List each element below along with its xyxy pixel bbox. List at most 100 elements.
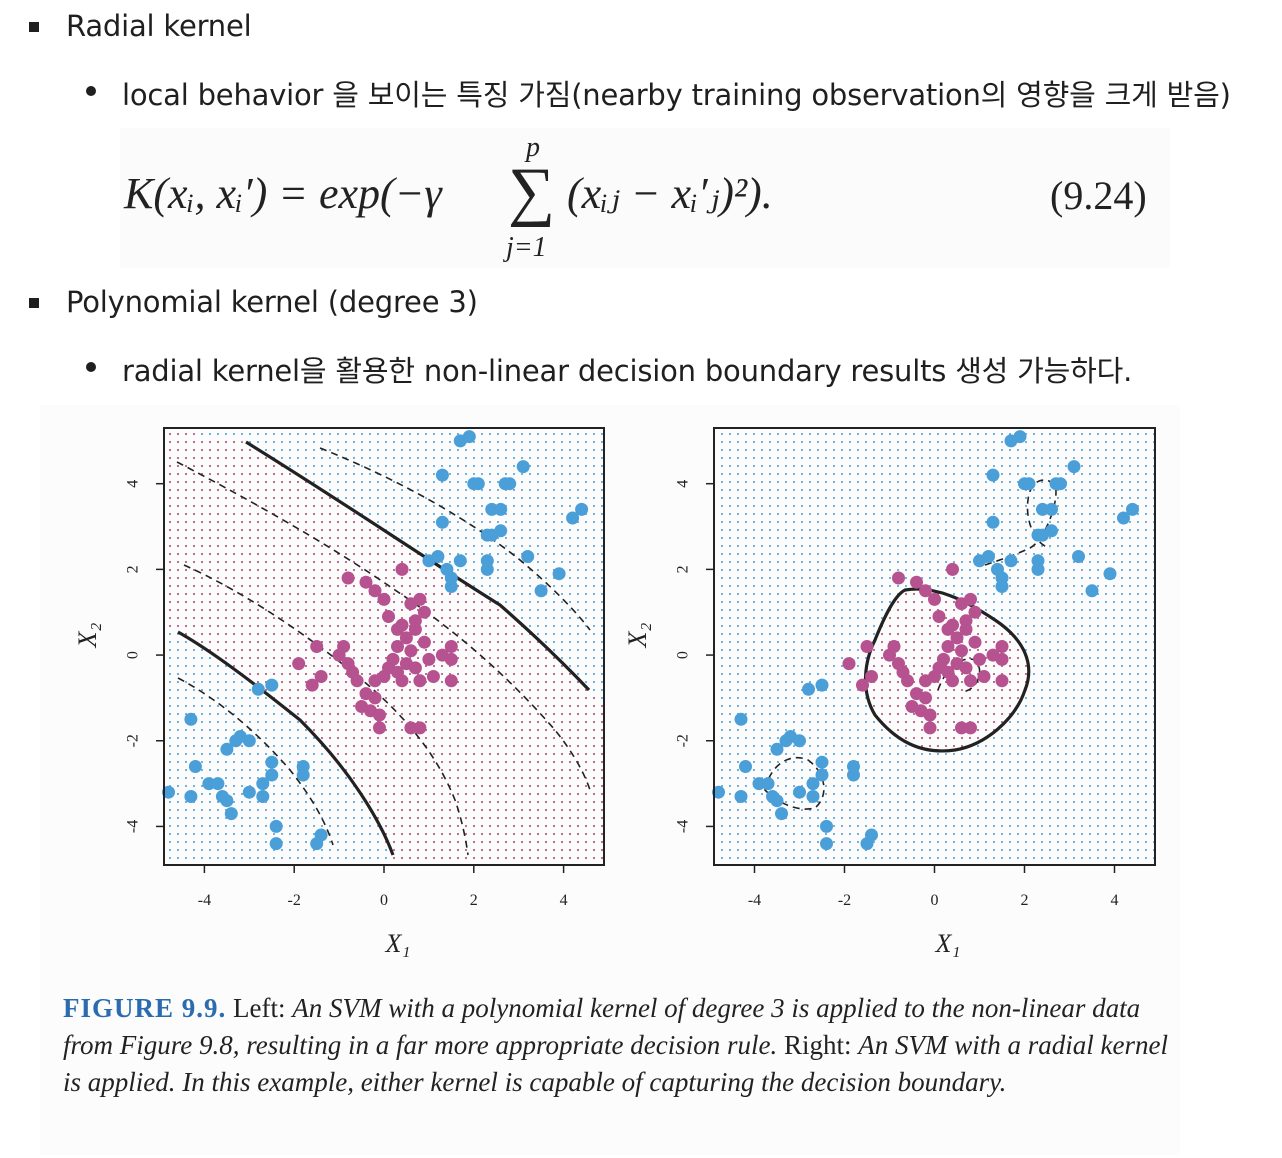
right-xtick-label: -2 [838, 892, 851, 909]
left-ytick-label: 4 [125, 480, 142, 488]
right-point-series0 [1103, 567, 1117, 581]
right-point-series1 [919, 691, 932, 705]
left-margin-4 [177, 677, 334, 846]
left-point-series0 [265, 678, 279, 692]
left-point-series1 [382, 610, 395, 623]
right-point-series0 [793, 785, 806, 799]
equation-sum-lower: j=1 [506, 232, 547, 263]
left-point-series0 [184, 790, 198, 803]
right-point-series0 [986, 515, 1000, 529]
right-point-series1 [968, 635, 982, 649]
left-point-series0 [534, 584, 548, 598]
right-point-series0 [739, 760, 752, 773]
right-point-series0 [815, 678, 829, 692]
left-point-series1 [408, 661, 422, 675]
right-point-series0 [752, 777, 766, 791]
left-region-pink [164, 428, 604, 865]
right-point-series1 [941, 640, 955, 653]
left-point-series1 [314, 670, 328, 683]
left-point-series0 [269, 819, 283, 833]
left-point-series0 [242, 785, 256, 799]
caption-right-text: An SVM with a radial kernel is applied. … [63, 1030, 1168, 1097]
left-point-series1 [422, 652, 436, 666]
left-point-series0 [220, 794, 234, 808]
right-point-series1 [959, 614, 973, 628]
left-xtick-label: -4 [198, 892, 211, 909]
left-margin-1 [319, 447, 591, 631]
equation-rhs: (xᵢⱼ − xᵢ′ⱼ)²). [567, 169, 773, 218]
equation-sum-symbol: ∑ [508, 155, 556, 228]
right-xtick-label: 4 [1111, 892, 1119, 909]
left-point-series1 [386, 652, 400, 666]
left-decision-boundary-upper [245, 440, 591, 692]
left-point-series1 [368, 691, 382, 705]
right-point-series1 [964, 674, 977, 688]
left-point-series1 [292, 657, 306, 671]
left-point-series1 [310, 640, 324, 653]
left-point-series0 [435, 468, 449, 482]
right-point-series1 [860, 640, 874, 653]
figure-caption: FIGURE 9.9. Left: An SVM with a polynomi… [63, 990, 1173, 1101]
left-point-series1 [377, 592, 391, 606]
left-point-series0 [503, 477, 517, 491]
left-xtick-label: 4 [560, 892, 568, 909]
right-point-series1 [968, 605, 982, 619]
left-xtick-label: 2 [470, 892, 478, 909]
right-point-series0 [770, 794, 784, 808]
left-point-series1 [373, 721, 386, 735]
right-point-series0 [1067, 460, 1081, 474]
round-bullet-icon [86, 362, 96, 372]
left-point-series1 [373, 708, 386, 722]
right-point-series0 [734, 712, 748, 726]
right-point-series0 [775, 807, 788, 821]
right-point-series1 [995, 652, 1009, 666]
right-point-series0 [802, 682, 815, 696]
left-point-series1 [350, 674, 364, 688]
left-point-series0 [494, 502, 508, 516]
left-point-series1 [399, 631, 413, 645]
left-point-series0 [575, 502, 589, 516]
left-point-series1 [444, 640, 458, 653]
left-point-series0 [521, 550, 535, 563]
left-point-series0 [435, 515, 449, 529]
left-point-series0 [566, 511, 580, 525]
equation-number: (9.24) [1050, 173, 1147, 218]
right-point-series0 [1054, 477, 1067, 491]
left-point-series1 [413, 592, 427, 606]
left-panel-polynomial: -4 -2 0 2 4 -4 -2 0 2 4 X₁ X₂ [73, 427, 605, 958]
left-point-series1 [408, 614, 422, 628]
right-ytick-label: -2 [675, 734, 692, 747]
square-bullet-icon [29, 298, 39, 308]
left-point-series1 [395, 618, 409, 632]
right-point-series0 [1036, 502, 1049, 516]
left-ylabel: X₂ [73, 623, 102, 649]
left-point-series1 [395, 562, 409, 576]
right-point-series0 [986, 468, 1000, 482]
left-point-series1 [359, 575, 373, 589]
right-point-series0 [761, 777, 775, 791]
left-point-series1 [444, 652, 458, 666]
left-margin-3 [183, 564, 469, 856]
left-point-series1 [417, 605, 431, 619]
left-point-series0 [256, 777, 270, 791]
right-point-series0 [1013, 430, 1027, 444]
left-point-series0 [480, 562, 494, 576]
left-point-series1 [395, 674, 409, 688]
left-point-series0 [265, 768, 279, 782]
right-point-series1 [910, 575, 923, 589]
right-point-series1 [964, 592, 977, 606]
caption-left-word: Left: [233, 993, 286, 1023]
left-point-series0 [251, 682, 265, 696]
right-point-series1 [865, 670, 878, 683]
right-point-series1 [901, 674, 914, 688]
left-point-series1 [341, 571, 355, 585]
left-point-series0 [485, 502, 499, 516]
right-point-series1 [955, 644, 968, 658]
round-bullet-icon [86, 86, 96, 96]
left-point-series0 [242, 734, 256, 748]
right-point-series1 [919, 584, 932, 598]
radial-kernel-description: local behavior 을 보이는 특징 가짐(nearby traini… [122, 78, 1231, 112]
left-point-series1 [413, 721, 427, 735]
left-ytick-label: -4 [125, 820, 142, 833]
right-point-series1 [946, 618, 959, 632]
